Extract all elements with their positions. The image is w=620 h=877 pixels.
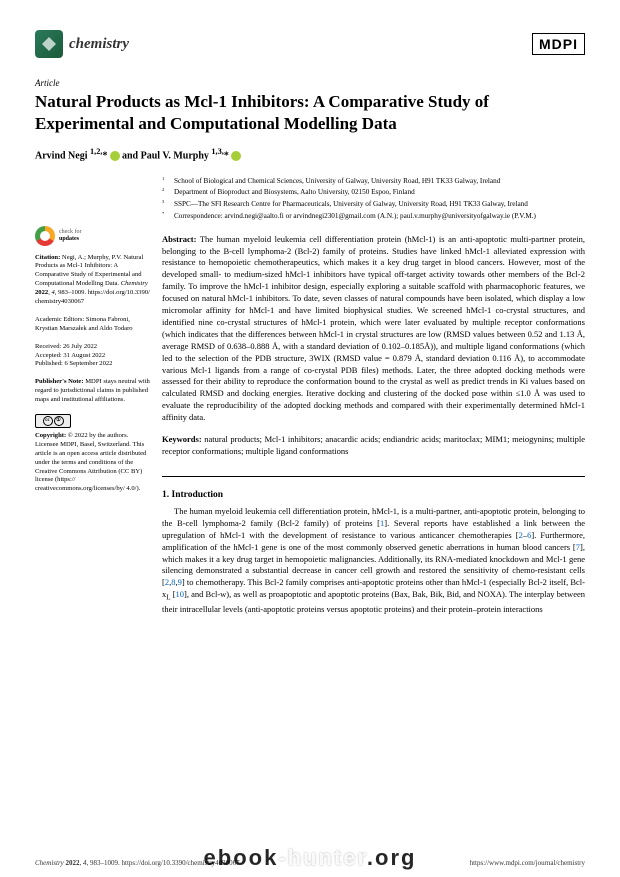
ref-link[interactable]: 7	[576, 542, 580, 552]
check-updates-text: check for updates	[59, 229, 82, 242]
orcid-icon[interactable]	[231, 151, 241, 161]
ref-link[interactable]: 9	[178, 577, 182, 587]
keywords: Keywords: natural products; Mcl-1 inhibi…	[162, 434, 585, 458]
journal-branding: chemistry	[35, 30, 129, 58]
authors-line: Arvind Negi 1,2,* and Paul V. Murphy 1,3…	[35, 147, 585, 161]
journal-name: chemistry	[69, 36, 129, 53]
citation-block: Citation: Negi, A.; Murphy, P.V. Natural…	[35, 254, 150, 307]
ref-link[interactable]: 2	[165, 577, 169, 587]
cc-by-icon[interactable]: cc①	[35, 414, 71, 428]
affiliation-1: School of Biological and Chemical Scienc…	[174, 176, 500, 187]
page: chemistry MDPI Article Natural Products …	[0, 0, 620, 877]
correspondence: Correspondence: arvind.negi@aalto.fi or …	[174, 211, 536, 222]
two-column-layout: check for updates Citation: Negi, A.; Mu…	[35, 176, 585, 616]
article-type: Article	[35, 78, 585, 88]
affiliations: 1School of Biological and Chemical Scien…	[162, 176, 585, 222]
publisher-branding: MDPI	[532, 33, 585, 55]
affiliation-2: Department of Bioproduct and Biosystems,…	[174, 187, 415, 198]
editors-block: Academic Editors: Simona Fabroni, Krysti…	[35, 316, 150, 334]
ref-link[interactable]: 2	[519, 530, 523, 540]
ref-link[interactable]: 10	[176, 589, 185, 599]
mdpi-logo: MDPI	[532, 33, 585, 55]
main-column: 1 School of Biological and Chemical Scien…	[162, 176, 585, 616]
publishers-note: Publisher's Note: MDPI stays neutral wit…	[35, 378, 150, 405]
abstract-text: The human myeloid leukemia cell differen…	[162, 234, 585, 422]
section-divider	[162, 476, 585, 477]
check-updates-icon	[35, 226, 55, 246]
ref-link[interactable]: 1	[380, 518, 384, 528]
ref-link[interactable]: 8	[171, 577, 175, 587]
section-1-title: 1. Introduction	[162, 489, 585, 502]
dates-block: Received: 26 July 2022 Accepted: 31 Augu…	[35, 343, 150, 370]
article-title: Natural Products as Mcl-1 Inhibitors: A …	[35, 91, 585, 135]
keywords-text: natural products; Mcl-1 inhibitors; anac…	[162, 434, 585, 456]
footer-right: https://www.mdpi.com/journal/chemistry	[470, 859, 585, 867]
page-footer: Chemistry 2022, 4, 983–1009. https://doi…	[35, 859, 585, 867]
ref-link[interactable]: 6	[527, 530, 531, 540]
orcid-icon[interactable]	[110, 151, 120, 161]
journal-logo-icon	[35, 30, 63, 58]
footer-left: Chemistry 2022, 4, 983–1009. https://doi…	[35, 859, 240, 867]
affiliation-3: SSPC—The SFI Research Centre for Pharmac…	[174, 199, 528, 210]
check-for-updates[interactable]: check for updates	[35, 226, 150, 246]
intro-paragraph: The human myeloid leukemia cell differen…	[162, 506, 585, 616]
watermark: ebook-hunter.org	[0, 845, 620, 871]
license-block: cc① Copyright: © 2022 by the authors. Li…	[35, 414, 150, 494]
abstract: Abstract: The human myeloid leukemia cel…	[162, 234, 585, 424]
abstract-label: Abstract:	[162, 234, 196, 244]
sidebar: check for updates Citation: Negi, A.; Mu…	[35, 176, 150, 616]
header: chemistry MDPI	[35, 30, 585, 58]
keywords-label: Keywords:	[162, 434, 202, 444]
